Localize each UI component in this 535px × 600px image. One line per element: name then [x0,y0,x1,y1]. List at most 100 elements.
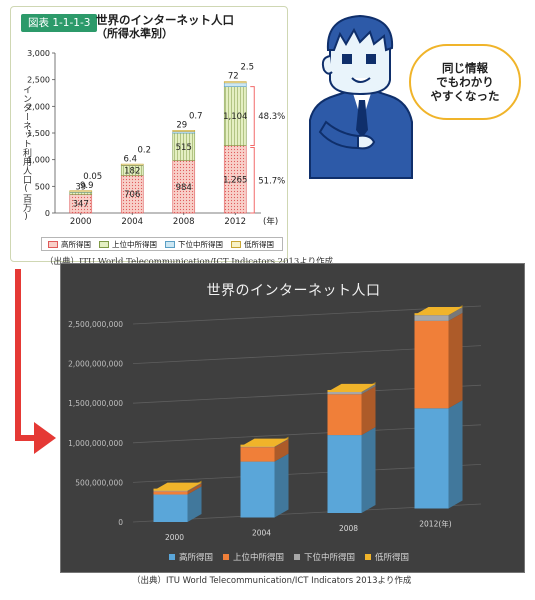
bar3d-lower-middle-income [414,315,449,321]
bar3d-top-face [153,482,202,491]
bar3d-lower-middle-income-side [448,307,463,321]
bar3d-high-income [414,408,449,509]
top-chart-y-axis-label: インターネット利用人口(百万) [21,85,31,222]
bottom-3d-stacked-bar-chart: 0 500,000,000 1,000,000,000 1,500,000,000 2,… [68,305,482,542]
x-tick-label-bottom: 2004 [252,529,271,538]
bar3d-high-income-side [187,486,202,522]
data-label-high: 706 [124,190,140,200]
legend-item-upper-mid: 上位中所得国 [99,239,157,250]
y-tick-label: 2,500 [27,76,50,85]
bar-low-income [120,163,144,166]
data-label-high: 347 [73,200,89,210]
x-tick-label: 2000 [70,217,92,227]
bar3d-upper-middle-income-side [448,312,463,409]
legend-swatch-low [231,240,241,248]
bottom-chart-legend: 高所得国 上位中所得国 下位中所得国 低所得国 [169,551,409,563]
y-tick-label-bottom: 2,500,000,000 [68,320,123,329]
legend-label-high-bottom: 高所得国 [179,553,214,563]
bar-upper-middle-income [69,192,93,195]
bar3d-high-income [153,494,188,522]
x-axis-unit-label: (年) [263,216,278,227]
legend-swatch-low-bottom [365,554,372,560]
bar3d-upper-middle-income [240,447,275,462]
data-label-lower-mid: 29 [176,120,187,130]
y-tick-label: 0 [45,209,50,218]
x-tick-label-bottom: 2008 [339,524,358,533]
bar3d-high-income-side [361,427,376,513]
bar3d-upper-middle-income-side [274,439,289,462]
bar3d-upper-middle-income [327,394,362,436]
data-label-low: 0.05 [83,172,102,182]
y-tick-label-bottom: 500,000,000 [75,478,123,487]
data-label-low: 0.7 [189,111,203,121]
top-chart-source: （出典）ITU World Telecommunication/ICT Indi… [45,257,334,267]
bar-low-income [172,130,196,132]
y-tick-label: 1,000 [27,156,50,165]
bar3d-upper-middle-income [414,320,449,409]
legend-item-lower-mid-bottom: 下位中所得国 [294,551,355,563]
bar-low-income [69,190,93,193]
legend-swatch-lower-mid-bottom [294,554,301,560]
bottom-chart-title: 世界のインターネット人口 [206,283,381,299]
bar-lower-middle-income [223,82,247,87]
y-tick-label: 500 [35,182,50,191]
arrow-right-icon [15,269,56,454]
legend-item-lower-mid: 下位中所得国 [165,239,223,250]
data-label-low: 0.2 [137,145,151,155]
speech-line-2: でもわかり [436,75,494,89]
bar3d-upper-middle-income-side [361,386,376,436]
x-tick-label: 2012 [224,217,246,227]
bar3d-high-income-side [448,400,463,509]
legend-label-lower-mid: 下位中所得国 [178,239,223,249]
gridline [132,305,482,325]
bar3d-upper-middle-income [153,491,188,495]
bar3d-high-income-side [274,453,289,518]
legend-label-high: 高所得国 [61,239,91,249]
speech-line-1: 同じ情報 [442,61,488,75]
bar3d-upper-middle-income-side [187,483,202,495]
bar3d-lower-middle-income [327,391,362,395]
annotation-percentage: 48.3% [258,112,285,122]
speech-line-3: やすくなった [430,89,500,103]
annotation-percentage: 51.7% [258,176,285,186]
legend-swatch-high-bottom [169,554,175,560]
bar3d-top-face [240,438,289,447]
legend-swatch-lower-mid [165,240,175,248]
legend-swatch-high [48,240,58,248]
y-tick-label: 2,000 [27,102,50,111]
top-stacked-bar-chart: 0 500 1,000 1,500 2,000 2,500 3,000 2000 347 399.… [27,49,285,227]
mascot-area: 同じ情報 でもわかり やすくなった [300,10,525,180]
figure-number-badge: 図表 1-1-1-3 [21,14,98,32]
bar3d-top-face [414,306,463,315]
bottom-chart-source: （出典）ITU World Telecommunication/ICT Indi… [132,576,412,586]
data-label-upper-mid: 515 [176,143,192,153]
y-tick-label-bottom: 2,000,000,000 [68,360,123,369]
annotation-bracket [250,147,255,214]
data-label-lower-mid: 9.9 [80,181,94,191]
legend-label-low: 低所得国 [244,239,274,249]
y-tick-label-bottom: 1,000,000,000 [68,439,123,448]
y-tick-label-bottom: 0 [118,518,123,527]
speech-bubble: 同じ情報 でもわかり やすくなった [409,44,521,120]
data-label-upper-mid: 39 [75,182,86,192]
annotation-bracket [250,86,255,147]
legend-swatch-upper-mid-bottom [223,554,230,560]
original-chart-card: 図表 1-1-1-3 世界のインターネット人口 （所得水準別） インターネット利… [10,6,333,267]
legend-item-high: 高所得国 [48,239,91,250]
x-tick-label-bottom: 2012(年) [419,519,452,529]
x-tick-label: 2004 [121,217,143,227]
legend-item-upper-mid-bottom: 上位中所得国 [223,551,284,563]
data-label-high: 984 [176,183,192,193]
figure-header: 図表 1-1-1-3 世界のインターネット人口 （所得水準別） [11,7,289,45]
legend-label-lower-mid-bottom: 下位中所得国 [304,553,356,563]
top-chart-legend: 高所得国 上位中所得国 下位中所得国 低所得国 [41,237,283,251]
figure-title: 世界のインターネット人口 [96,13,234,27]
legend-label-upper-mid: 上位中所得国 [112,239,157,249]
data-label-upper-mid: 182 [124,166,140,176]
legend-label-upper-mid-bottom: 上位中所得国 [233,553,285,563]
legend-item-low: 低所得国 [231,239,274,250]
bar3d-high-income [240,461,275,518]
figure-subtitle: （所得水準別） [96,27,173,40]
legend-label-low-bottom: 低所得国 [375,553,410,563]
